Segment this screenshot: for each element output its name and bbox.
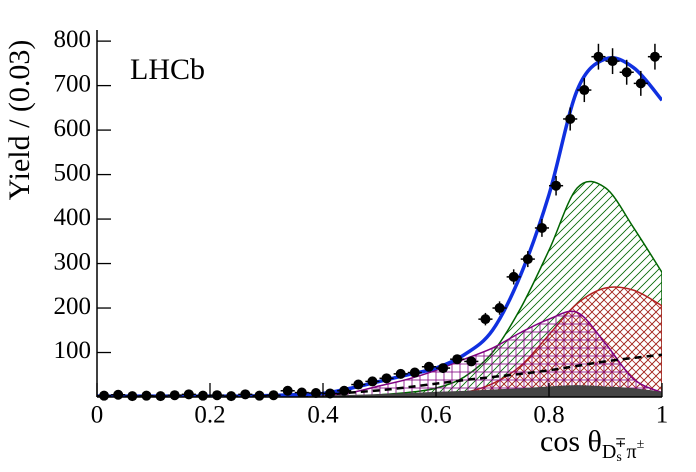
x-tick-label: 0.8 [533, 402, 564, 429]
y-tick-label: 800 [54, 26, 92, 53]
fit-component [97, 385, 662, 397]
x-label-main: cos θ [540, 425, 602, 458]
data-point [325, 388, 336, 399]
data-point [423, 361, 434, 372]
y-tick-label: 700 [54, 70, 92, 97]
data-point [339, 385, 350, 396]
x-label-sub: D [602, 441, 616, 463]
data-point [240, 389, 251, 400]
data-point [466, 356, 477, 367]
data-point [522, 254, 533, 265]
data-point [310, 387, 321, 398]
data-point [452, 354, 463, 365]
data-point [395, 368, 406, 379]
chart-title: LHCb [130, 53, 205, 86]
y-tick-label: 300 [54, 248, 92, 275]
x-label-sup: ∓ [615, 436, 627, 451]
fit-component [97, 353, 662, 397]
x-tick-label: 0.2 [194, 402, 225, 429]
data-point [565, 113, 576, 124]
data-point [212, 390, 223, 401]
x-tick-label: 1 [656, 402, 669, 429]
data-point [169, 390, 180, 401]
data-points [97, 43, 662, 402]
y-axis-label: Yield / (0.03) [3, 40, 36, 201]
x-tick-label: 0 [91, 402, 104, 429]
data-point [607, 56, 618, 67]
data-point [183, 389, 194, 400]
fit-component [97, 310, 662, 397]
data-point [480, 314, 491, 325]
data-point [579, 85, 590, 96]
data-point [226, 391, 237, 402]
fit-curves [97, 56, 662, 397]
data-point [494, 303, 505, 314]
data-point [409, 367, 420, 378]
y-tick-label: 500 [54, 159, 92, 186]
y-tick-label: 200 [54, 293, 92, 320]
data-point [621, 67, 632, 78]
data-point [367, 376, 378, 387]
y-tick-label: 100 [54, 337, 92, 364]
data-point [635, 78, 646, 89]
data-point [649, 51, 660, 62]
data-point [508, 271, 519, 282]
x-label-subsub: s [616, 450, 621, 465]
data-point [353, 379, 364, 390]
data-point [282, 385, 293, 396]
data-point [536, 222, 547, 233]
data-point [254, 390, 265, 401]
data-point [551, 180, 562, 191]
data-point [197, 390, 208, 401]
y-tick-label: 600 [54, 115, 92, 142]
data-point [381, 373, 392, 384]
x-label-sub2: π [627, 441, 637, 463]
data-point [438, 363, 449, 374]
data-point [268, 390, 279, 401]
data-point [593, 51, 604, 62]
data-point [141, 390, 152, 401]
y-tick-label: 400 [54, 204, 92, 231]
x-tick-label: 0.4 [307, 402, 339, 429]
data-point [296, 387, 307, 398]
x-label-sup2: ± [637, 437, 645, 452]
data-point [99, 390, 110, 401]
x-tick-label: 0.6 [420, 402, 451, 429]
x-axis-label: cos θDs∓π± [540, 425, 645, 465]
data-point [127, 391, 138, 402]
data-point [113, 389, 124, 400]
data-point [155, 391, 166, 402]
